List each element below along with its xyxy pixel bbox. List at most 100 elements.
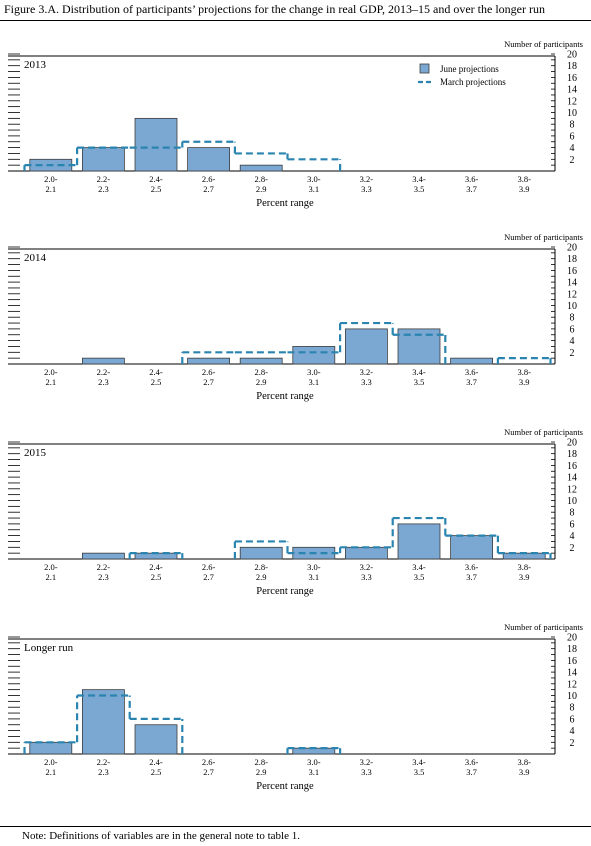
y-tick-label: 10 [567, 496, 577, 507]
y-tick-label: 8 [570, 120, 575, 131]
june-bar [344, 546, 388, 560]
y-tick-label: 6 [570, 131, 575, 142]
y-tick-label: 18 [567, 644, 577, 655]
x-tick-label: 3.6- [465, 367, 479, 377]
y-tick-label: 2 [570, 738, 575, 749]
y-tick-label: 6 [570, 324, 575, 335]
y-axis-title: Number of participants [504, 232, 583, 242]
x-tick-label: 3.9 [519, 184, 530, 194]
june-bar [82, 552, 125, 560]
x-tick-label: 2.9 [256, 767, 267, 777]
y-tick-label: 12 [567, 484, 577, 495]
x-tick-label: 2.1 [45, 184, 56, 194]
x-tick-label: 2.3 [98, 377, 109, 387]
figure-title: Figure 3.A. Distribution of participants… [4, 2, 545, 16]
x-tick-label: 3.5 [414, 767, 425, 777]
x-tick-label: 3.7 [466, 184, 477, 194]
x-axis-title: Percent range [256, 781, 314, 792]
y-tick-label: 14 [567, 473, 577, 484]
legend-june-label: June projections [440, 64, 499, 74]
x-tick-label: 2.7 [203, 377, 214, 387]
panel-title-bg [22, 641, 88, 653]
x-tick-label: 3.4- [412, 367, 426, 377]
june-bar [450, 357, 494, 365]
y-tick-label: 4 [570, 726, 575, 737]
x-tick-label: 2.6- [202, 562, 216, 572]
y-axis-title: Number of participants [504, 427, 583, 437]
x-tick-label: 2.5 [151, 377, 162, 387]
x-tick-label: 3.6- [465, 757, 479, 767]
x-tick-label: 3.8- [517, 562, 531, 572]
x-tick-label: 2.1 [45, 767, 56, 777]
x-tick-label: 3.1 [308, 767, 319, 777]
y-tick-label: 14 [567, 668, 577, 679]
x-tick-label: 3.0- [307, 757, 321, 767]
june-bar [29, 741, 73, 755]
x-tick-label: 3.3 [361, 572, 372, 582]
y-tick-label: 16 [567, 461, 577, 472]
y-tick-label: 20 [567, 243, 577, 254]
y-tick-label: 12 [567, 679, 577, 690]
x-tick-label: 2.2- [97, 562, 111, 572]
y-tick-label: 10 [567, 108, 577, 119]
june-bar [187, 147, 231, 172]
x-tick-label: 2.4- [149, 562, 163, 572]
panel-title: 2015 [24, 447, 47, 459]
y-tick-label: 2 [570, 348, 575, 359]
panel-title-bg [22, 251, 51, 263]
x-axis-title: Percent range [256, 391, 314, 402]
x-tick-label: 2.1 [45, 377, 56, 387]
panel-title: 2013 [24, 59, 47, 71]
x-tick-label: 2.7 [203, 572, 214, 582]
y-tick-label: 8 [570, 703, 575, 714]
june-bar [187, 357, 231, 365]
x-tick-label: 3.1 [308, 377, 319, 387]
june-bar [134, 117, 178, 172]
x-tick-label: 3.5 [414, 377, 425, 387]
x-tick-label: 2.6- [202, 757, 216, 767]
june-bar [239, 357, 283, 365]
x-tick-label: 3.2- [360, 562, 374, 572]
y-tick-label: 20 [567, 633, 577, 644]
y-tick-label: 8 [570, 508, 575, 519]
x-tick-label: 3.1 [308, 184, 319, 194]
x-tick-label: 3.8- [517, 174, 531, 184]
y-tick-label: 12 [567, 289, 577, 300]
x-tick-label: 2.4- [149, 174, 163, 184]
x-tick-label: 3.7 [466, 572, 477, 582]
x-tick-label: 3.4- [412, 174, 426, 184]
x-tick-label: 2.8- [254, 757, 268, 767]
x-tick-label: 2.8- [254, 562, 268, 572]
x-tick-label: 2.9 [256, 377, 267, 387]
y-tick-label: 20 [567, 50, 577, 61]
title-rule [0, 20, 591, 21]
june-bar [239, 164, 283, 172]
legend-march-label: March projections [440, 77, 506, 87]
x-tick-label: 3.3 [361, 767, 372, 777]
y-axis-title: Number of participants [504, 622, 583, 632]
x-tick-label: 3.2- [360, 757, 374, 767]
x-tick-label: 2.7 [203, 767, 214, 777]
june-bar [292, 346, 336, 365]
y-tick-label: 2 [570, 543, 575, 554]
y-tick-label: 18 [567, 254, 577, 265]
x-tick-label: 3.0- [307, 174, 321, 184]
y-tick-label: 6 [570, 714, 575, 725]
x-tick-label: 3.5 [414, 572, 425, 582]
x-tick-label: 2.4- [149, 367, 163, 377]
x-tick-label: 2.0- [44, 174, 58, 184]
june-bar [239, 546, 283, 560]
x-tick-label: 3.7 [466, 377, 477, 387]
june-bar [450, 535, 494, 560]
x-tick-label: 3.0- [307, 367, 321, 377]
y-tick-label: 18 [567, 61, 577, 72]
panel-title-bg [22, 446, 51, 458]
x-tick-label: 2.3 [98, 572, 109, 582]
x-tick-label: 2.5 [151, 767, 162, 777]
x-tick-label: 2.1 [45, 572, 56, 582]
x-tick-label: 3.3 [361, 377, 372, 387]
y-tick-label: 6 [570, 519, 575, 530]
x-tick-label: 2.2- [97, 174, 111, 184]
